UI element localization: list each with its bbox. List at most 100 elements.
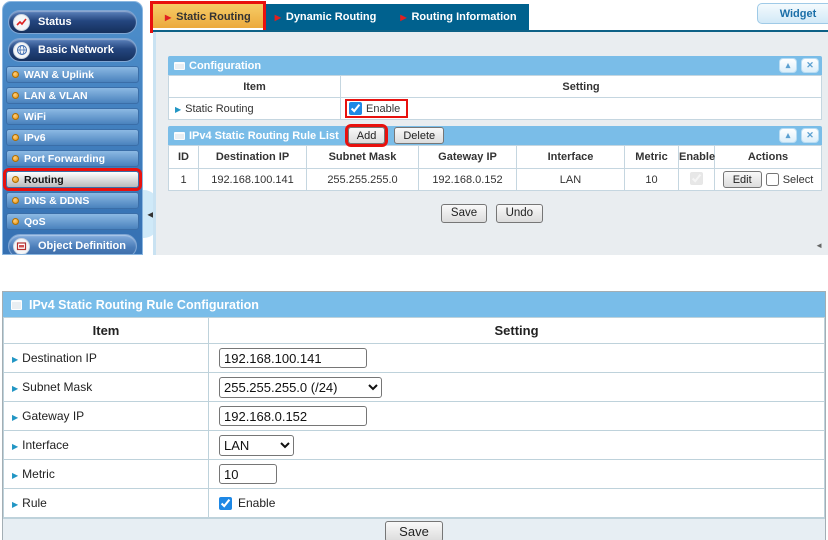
column-header-destination-ip: Destination IP — [198, 145, 307, 169]
field-label: Subnet Mask — [22, 380, 93, 394]
row-bullet-icon: ▶ — [175, 104, 182, 114]
sidebar-nav: Status Basic Network WAN & Uplink LAN & … — [2, 1, 143, 255]
cell-gateway-ip: 192.168.0.152 — [418, 168, 517, 191]
cell-subnet-mask: 255.255.255.0 — [306, 168, 419, 191]
widget-button[interactable]: Widget — [757, 3, 828, 24]
field-metric-row: ▶ Metric — [3, 459, 825, 489]
field-interface-row: ▶ Interface LAN — [3, 430, 825, 460]
sidebar-item-dns-ddns[interactable]: DNS & DDNS — [6, 192, 139, 209]
sidebar-item-label: WAN & Uplink — [24, 68, 94, 81]
bullet-icon — [12, 92, 19, 99]
column-header-interface: Interface — [516, 145, 625, 169]
select-rule-checkbox[interactable] — [765, 173, 779, 186]
enable-label: Enable — [366, 102, 401, 115]
sidebar-item-basic-network[interactable]: Basic Network — [8, 38, 137, 62]
row-bullet-icon: ▶ — [12, 413, 19, 422]
tab-routing-information[interactable]: ▶ Routing Information — [388, 4, 528, 30]
bullet-icon — [12, 176, 19, 183]
collapse-arrow-icon: ◀ — [147, 209, 154, 219]
sidebar-item-lan-vlan[interactable]: LAN & VLAN — [6, 87, 139, 104]
scroll-left-arrow-icon: ◄ — [815, 241, 823, 250]
field-label: Destination IP — [22, 351, 97, 365]
tab-dynamic-routing[interactable]: ▶ Dynamic Routing — [263, 4, 389, 30]
field-subnet-mask-row: ▶ Subnet Mask 255.255.255.0 (/24) — [3, 372, 825, 402]
window-icon — [11, 299, 22, 310]
collapse-panel-button[interactable]: ▴ — [779, 58, 797, 73]
tab-arrow-icon: ▶ — [165, 12, 172, 22]
sidebar-item-status[interactable]: Status — [8, 10, 137, 34]
main-frame: ▶ Static Routing ▶ Dynamic Routing ▶ Rou… — [153, 0, 828, 255]
sidebar-item-qos[interactable]: QoS — [6, 213, 139, 230]
sidebar-item-label: IPv6 — [24, 131, 46, 144]
sidebar-item-object-definition[interactable]: Object Definition — [8, 234, 137, 254]
row-bullet-icon: ▶ — [12, 384, 19, 393]
undo-button[interactable]: Undo — [495, 203, 544, 223]
row-bullet-icon: ▶ — [12, 355, 19, 364]
window-icon — [174, 61, 185, 70]
subnet-mask-select[interactable]: 255.255.255.0 (/24) — [219, 376, 382, 398]
bullet-icon — [12, 197, 19, 204]
cell-interface: LAN — [516, 168, 625, 191]
rule-list-panel-header: IPv4 Static Routing Rule List Add Delete… — [168, 126, 822, 145]
column-header-actions: Actions — [714, 145, 822, 169]
save-button[interactable]: Save — [440, 203, 488, 223]
select-label: Select — [782, 173, 814, 186]
close-panel-button[interactable]: ✕ — [801, 58, 819, 73]
sidebar-item-label: Status — [38, 16, 72, 28]
routing-content-area: Configuration ▴ ✕ Item Setting ▶ Static R… — [153, 32, 828, 255]
column-header-setting: Setting — [208, 317, 825, 344]
cell-destination-ip: 192.168.100.141 — [198, 168, 307, 191]
panel-title: Configuration — [189, 59, 262, 72]
field-rule-row: ▶ Rule Enable — [3, 488, 825, 518]
list-actions-row: Save Undo — [156, 203, 828, 223]
edit-rule-button[interactable]: Edit — [722, 171, 762, 188]
row-enable-checkbox — [690, 171, 703, 185]
cell-metric: 10 — [624, 168, 679, 191]
sidebar-item-wan-uplink[interactable]: WAN & Uplink — [6, 66, 139, 83]
rule-enable-checkbox[interactable] — [219, 496, 232, 510]
static-routing-enable-checkbox[interactable] — [349, 102, 362, 115]
field-label: Metric — [22, 467, 55, 481]
column-header-item: Item — [168, 75, 341, 98]
row-bullet-icon: ▶ — [12, 500, 19, 509]
rule-list-table: ID Destination IP Subnet Mask Gateway IP… — [168, 145, 822, 191]
save-rule-button[interactable]: Save — [385, 520, 443, 540]
close-panel-button[interactable]: ✕ — [801, 128, 819, 143]
configuration-table: Item Setting ▶ Static Routing Enable — [168, 75, 822, 120]
column-header-enable: Enable — [678, 145, 715, 169]
field-gateway-ip-row: ▶ Gateway IP — [3, 401, 825, 431]
metric-input[interactable] — [219, 464, 277, 484]
configuration-panel: Configuration ▴ ✕ Item Setting ▶ Static R… — [168, 56, 822, 120]
delete-rule-button[interactable]: Delete — [394, 127, 445, 144]
panel-title: IPv4 Static Routing Rule List — [189, 129, 339, 142]
column-header-id: ID — [168, 145, 199, 169]
sidebar-item-label: QoS — [24, 215, 46, 228]
sidebar-item-label: Object Definition — [38, 240, 126, 252]
sidebar-item-wifi[interactable]: WiFi — [6, 108, 139, 125]
destination-ip-input[interactable] — [219, 348, 367, 368]
enable-label: Enable — [238, 496, 276, 510]
field-label: Interface — [22, 438, 69, 452]
collapse-panel-button[interactable]: ▴ — [779, 128, 797, 143]
object-definition-icon — [13, 237, 30, 254]
configuration-panel-header: Configuration ▴ ✕ — [168, 56, 822, 75]
rule-table-row: 1 192.168.100.141 255.255.255.0 192.168.… — [168, 168, 822, 191]
gateway-ip-input[interactable] — [219, 406, 367, 426]
column-header-item: Item — [3, 317, 209, 344]
sidebar-item-port-forwarding[interactable]: Port Forwarding — [6, 150, 139, 167]
sidebar-item-label: LAN & VLAN — [24, 89, 88, 102]
bullet-icon — [12, 71, 19, 78]
tab-label: Static Routing — [176, 11, 251, 23]
panel-title: IPv4 Static Routing Rule Configuration — [29, 297, 259, 312]
rule-configuration-panel: IPv4 Static Routing Rule Configuration I… — [2, 291, 826, 540]
cell-id: 1 — [168, 168, 199, 191]
bullet-icon — [12, 134, 19, 141]
tab-arrow-icon: ▶ — [274, 12, 281, 22]
tab-static-routing[interactable]: ▶ Static Routing — [153, 4, 263, 30]
sidebar-item-ipv6[interactable]: IPv6 — [6, 129, 139, 146]
add-rule-button[interactable]: Add — [347, 127, 386, 144]
interface-select[interactable]: LAN — [219, 434, 294, 456]
row-bullet-icon: ▶ — [12, 442, 19, 451]
tabbar-divider — [153, 30, 828, 32]
sidebar-item-routing[interactable]: Routing — [6, 171, 139, 188]
